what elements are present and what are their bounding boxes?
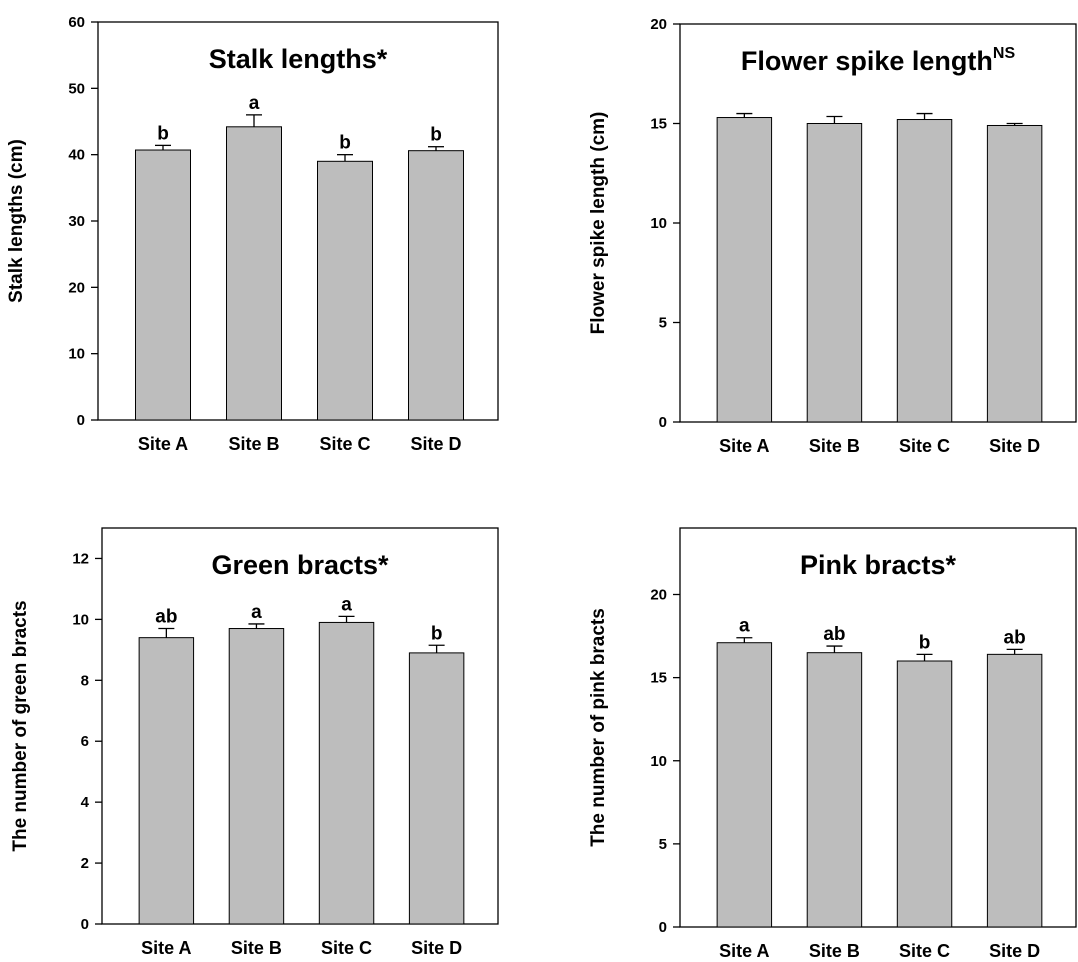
bar — [409, 151, 464, 420]
significance-letter: a — [341, 594, 352, 615]
error-bar — [1007, 649, 1023, 654]
significance-letter: ab — [823, 624, 845, 645]
significance-letter: b — [431, 623, 443, 644]
error-bar — [339, 616, 355, 622]
chart-title: Pink bracts* — [800, 550, 957, 580]
figure: bSite AaSite BbSite CbSite D010203040506… — [0, 0, 1078, 962]
x-tick-label: Site B — [228, 434, 279, 454]
bar — [897, 120, 951, 422]
chart-title: Stalk lengths* — [209, 44, 388, 74]
y-tick-label: 50 — [68, 80, 85, 97]
chart-title: Flower spike lengthNS — [741, 45, 1016, 76]
y-tick-label: 15 — [650, 670, 667, 687]
y-axis-label: The number of green bracts — [10, 600, 31, 851]
y-tick-label: 0 — [81, 916, 89, 933]
x-tick-label: Site B — [231, 938, 282, 958]
bar — [897, 661, 951, 927]
x-tick-label: Site D — [989, 436, 1040, 456]
bar — [717, 118, 771, 422]
x-tick-label: Site A — [719, 436, 769, 456]
y-tick-label: 40 — [68, 147, 85, 164]
bar — [227, 127, 282, 420]
x-tick-label: Site D — [411, 938, 462, 958]
y-tick-label: 15 — [650, 116, 667, 133]
x-tick-label: Site A — [138, 434, 188, 454]
x-tick-label: Site C — [319, 434, 370, 454]
y-tick-label: 20 — [650, 587, 667, 604]
significance-letter: b — [919, 632, 931, 653]
y-tick-label: 20 — [68, 279, 85, 296]
y-tick-label: 60 — [68, 14, 85, 31]
y-tick-label: 2 — [81, 855, 89, 872]
chart-title: Green bracts* — [211, 550, 389, 580]
y-tick-label: 4 — [81, 794, 90, 811]
significance-letter: b — [157, 123, 169, 144]
significance-letter: a — [739, 616, 750, 637]
y-tick-label: 20 — [650, 16, 667, 33]
significance-letter: a — [249, 93, 260, 114]
y-tick-label: 8 — [81, 672, 89, 689]
x-tick-label: Site A — [719, 941, 769, 961]
error-bar — [736, 638, 752, 643]
error-bar — [428, 147, 444, 151]
error-bar — [917, 114, 933, 120]
y-tick-label: 10 — [72, 611, 89, 628]
y-tick-label: 10 — [650, 753, 667, 770]
error-bar — [246, 115, 262, 127]
y-tick-label: 10 — [68, 346, 85, 363]
bar — [807, 124, 861, 423]
y-tick-label: 30 — [68, 213, 85, 230]
x-tick-label: Site D — [410, 434, 461, 454]
title-text: Flower spike length — [741, 46, 993, 76]
title-superscript: NS — [993, 45, 1016, 62]
x-tick-label: Site C — [321, 938, 372, 958]
error-bar — [826, 646, 842, 653]
x-tick-label: Site B — [809, 941, 860, 961]
x-tick-label: Site C — [899, 941, 950, 961]
y-tick-label: 0 — [77, 412, 85, 429]
error-bar — [158, 629, 174, 638]
bar — [139, 638, 193, 924]
bar — [987, 125, 1041, 422]
y-tick-label: 5 — [659, 836, 667, 853]
bar — [136, 150, 191, 420]
bar — [318, 161, 373, 420]
error-bar — [736, 114, 752, 118]
y-tick-label: 10 — [650, 215, 667, 232]
error-bar — [155, 145, 171, 150]
y-axis-label: Flower spike length (cm) — [588, 112, 609, 335]
y-tick-label: 0 — [659, 414, 667, 431]
bar — [319, 622, 373, 924]
bar — [987, 654, 1041, 927]
y-tick-label: 5 — [659, 315, 667, 332]
significance-letter: ab — [1004, 627, 1026, 648]
significance-letter: b — [339, 133, 351, 154]
bar — [409, 653, 463, 924]
error-bar — [429, 645, 445, 653]
y-tick-label: 6 — [81, 733, 89, 750]
significance-letter: b — [430, 125, 442, 146]
title-text: Pink bracts* — [800, 550, 957, 580]
significance-letter: ab — [155, 607, 177, 628]
error-bar — [337, 155, 353, 162]
error-bar — [248, 624, 264, 629]
bar — [807, 653, 861, 927]
significance-letter: a — [251, 602, 262, 623]
bar — [229, 629, 283, 924]
x-tick-label: Site C — [899, 436, 950, 456]
error-bar — [917, 654, 933, 661]
y-tick-label: 12 — [72, 550, 89, 567]
bar — [717, 643, 771, 927]
title-text: Green bracts* — [211, 550, 389, 580]
error-bar — [826, 117, 842, 124]
y-axis-label: The number of pink bracts — [588, 608, 609, 847]
x-tick-label: Site D — [989, 941, 1040, 961]
x-tick-label: Site A — [141, 938, 191, 958]
title-text: Stalk lengths* — [209, 44, 388, 74]
y-axis-label: Stalk lengths (cm) — [6, 139, 27, 303]
x-tick-label: Site B — [809, 436, 860, 456]
y-tick-label: 0 — [659, 919, 667, 936]
